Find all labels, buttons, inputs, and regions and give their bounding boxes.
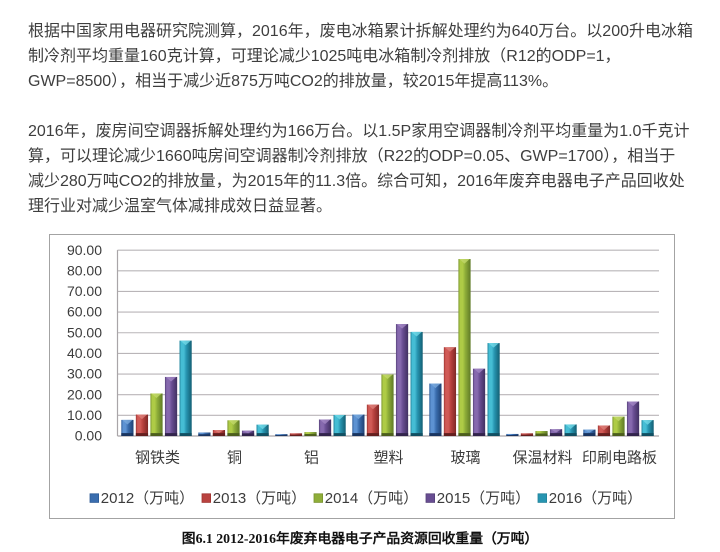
svg-text:保温材料: 保温材料 bbox=[512, 450, 572, 467]
svg-text:30.00: 30.00 bbox=[67, 366, 102, 382]
svg-text:70.00: 70.00 bbox=[67, 283, 102, 299]
svg-text:印刷电路板: 印刷电路板 bbox=[582, 449, 657, 467]
svg-text:塑料: 塑料 bbox=[373, 450, 403, 467]
svg-text:2013（万吨）: 2013（万吨） bbox=[213, 490, 306, 507]
svg-text:20.00: 20.00 bbox=[67, 386, 102, 402]
svg-text:铜: 铜 bbox=[227, 450, 242, 467]
svg-text:50.00: 50.00 bbox=[67, 324, 102, 340]
svg-text:0.00: 0.00 bbox=[75, 428, 102, 444]
svg-text:60.00: 60.00 bbox=[67, 304, 102, 320]
svg-text:2016（万吨）: 2016（万吨） bbox=[549, 490, 642, 507]
svg-text:40.00: 40.00 bbox=[67, 345, 102, 361]
svg-text:2014（万吨）: 2014（万吨） bbox=[325, 490, 418, 507]
svg-text:2015（万吨）: 2015（万吨） bbox=[437, 490, 530, 507]
svg-text:80.00: 80.00 bbox=[67, 262, 102, 278]
svg-text:钢铁类: 钢铁类 bbox=[135, 450, 180, 467]
svg-text:10.00: 10.00 bbox=[67, 407, 102, 423]
svg-text:玻璃: 玻璃 bbox=[450, 450, 480, 467]
svg-text:90.00: 90.00 bbox=[67, 242, 102, 258]
svg-text:2012（万吨）: 2012（万吨） bbox=[101, 490, 194, 507]
svg-text:铝: 铝 bbox=[304, 450, 319, 467]
